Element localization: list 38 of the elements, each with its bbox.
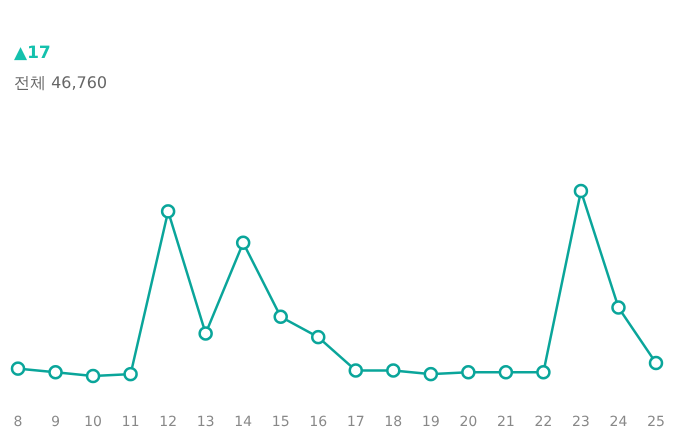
point (648, 356, 664, 370)
x-tick-label: 14 (234, 414, 252, 430)
x-tick-label: 20 (459, 414, 478, 430)
point (386, 363, 401, 378)
point (348, 363, 364, 378)
x-tick-label: 18 (384, 414, 402, 430)
x-tick-label: 17 (346, 414, 365, 430)
point (498, 365, 514, 380)
point (536, 365, 551, 380)
x-tick-label: 25 (647, 414, 665, 430)
x-tick-label: 8 (14, 414, 22, 430)
x-tick-label: 15 (272, 414, 290, 430)
x-tick-label: 12 (159, 414, 178, 430)
point (86, 368, 100, 384)
x-tick-label: 9 (51, 414, 60, 430)
point (273, 310, 288, 324)
x-tick-label: 19 (422, 414, 440, 430)
point (123, 366, 138, 382)
point (160, 204, 176, 219)
x-tick-label: 11 (122, 414, 140, 430)
x-tick-label: 22 (534, 414, 552, 430)
point (198, 326, 213, 341)
point (10, 361, 26, 376)
point (236, 236, 250, 250)
text: ▲17 (14, 43, 51, 63)
x-tick-label: 16 (309, 414, 328, 430)
point (310, 330, 326, 344)
point (611, 300, 626, 315)
point (424, 366, 438, 382)
x-tick-label: 23 (572, 414, 590, 430)
point (574, 184, 588, 198)
x-tick-label: 21 (496, 414, 515, 430)
x-tick-label: 10 (84, 414, 102, 430)
point (48, 365, 63, 380)
x-tick-label: 13 (196, 414, 215, 430)
x-tick-label: 24 (610, 414, 628, 430)
text: 전체 46,760 (14, 73, 108, 92)
point (461, 365, 476, 380)
